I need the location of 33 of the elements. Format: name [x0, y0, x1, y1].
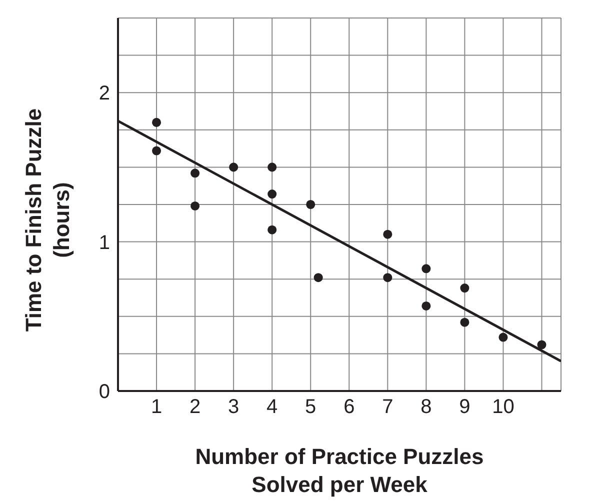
point: [152, 118, 162, 127]
point: [268, 225, 277, 234]
y-tick-label: 1: [98, 232, 110, 254]
point: [383, 230, 392, 239]
x-tick-label: 4: [266, 396, 278, 418]
x-axis-title: Number of Practice Puzzles Solved per Week: [194, 443, 485, 499]
point: [422, 301, 431, 310]
point: [306, 200, 316, 210]
y-tick-label: 0: [98, 381, 110, 404]
point: [537, 340, 546, 350]
point: [383, 273, 392, 282]
point: [229, 162, 238, 172]
point: [314, 273, 323, 282]
x-tick-label: 7: [382, 396, 394, 418]
x-tick-label: 9: [459, 396, 470, 418]
point: [460, 318, 470, 327]
x-tick-label: 8: [420, 396, 432, 418]
y-tick-label: 2: [98, 82, 110, 105]
point: [190, 201, 200, 210]
x-tick-label: 5: [305, 396, 316, 418]
point: [268, 162, 277, 172]
x-tick-label: 1: [150, 396, 162, 418]
point: [422, 264, 431, 274]
x-tick-label: 2: [189, 396, 201, 418]
point: [460, 284, 470, 293]
y-axis-title: Time to Finish Puzzle (hours): [20, 106, 75, 334]
x-tick-label: 10: [492, 396, 514, 418]
point: [190, 168, 200, 178]
point: [498, 332, 508, 342]
x-tick-label: 3: [228, 396, 240, 418]
x-tick-label: 6: [344, 396, 355, 418]
point: [152, 146, 162, 156]
point: [268, 190, 277, 199]
